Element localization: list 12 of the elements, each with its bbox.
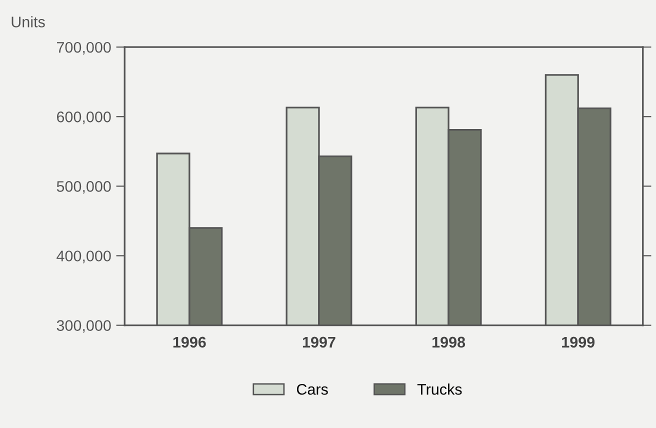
y-tick-label: 600,000 (57, 112, 111, 124)
x-tick-label: 1998 (432, 336, 466, 348)
y-tick-label: 700,000 (57, 42, 111, 55)
legend-label: Cars (296, 384, 328, 395)
x-tick-label: 1997 (302, 336, 336, 348)
y-tick-label: 400,000 (56, 250, 111, 264)
y-tick-label: 500,000 (56, 181, 111, 194)
legend-label: Trucks (417, 384, 462, 395)
y-axis-title: Units (12, 16, 45, 28)
x-tick-label: 1999 (562, 336, 595, 348)
y-tick-label: 300,000 (56, 320, 111, 333)
x-tick-label: 1996 (173, 336, 206, 348)
